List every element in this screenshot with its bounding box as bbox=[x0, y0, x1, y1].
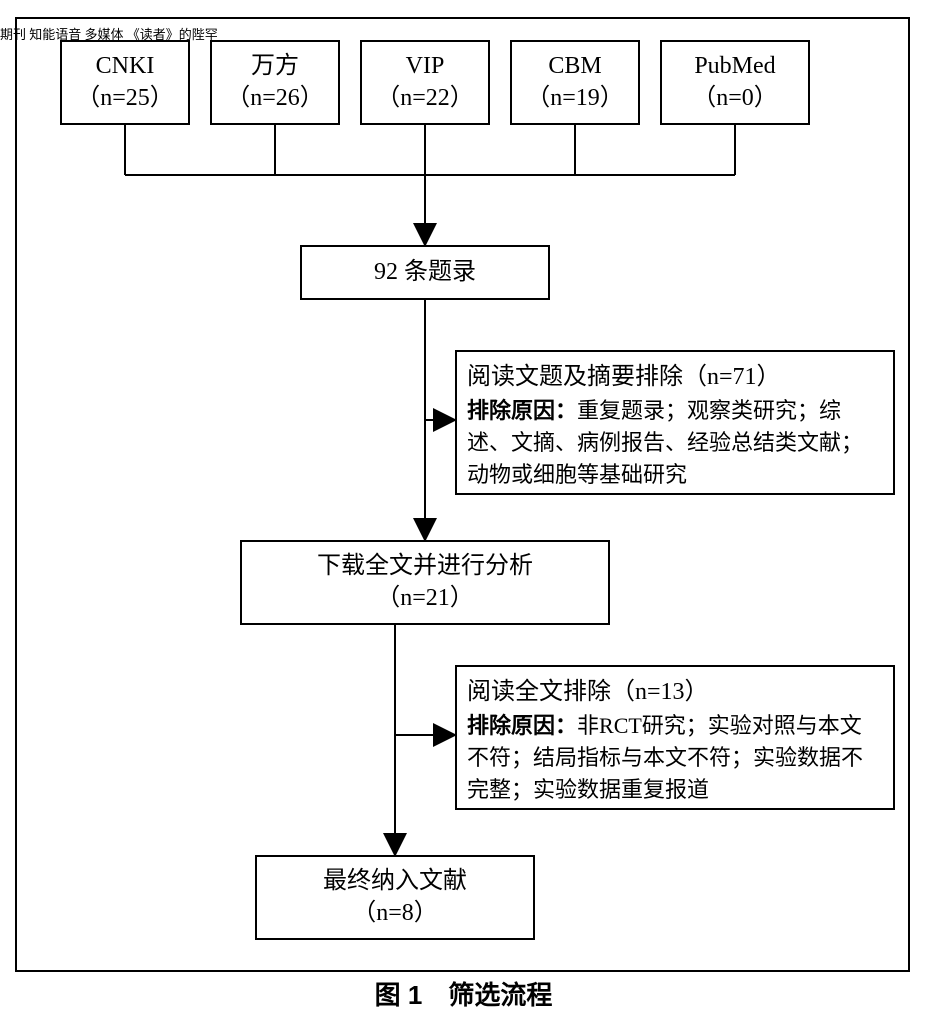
db-count: （n=26） bbox=[226, 83, 324, 114]
db-label: CNKI bbox=[96, 51, 155, 82]
db-box-cnki: CNKI （n=25） bbox=[60, 40, 190, 125]
figure-caption: 图 1 筛选流程 bbox=[0, 975, 927, 1012]
download-label: 下载全文并进行分析 bbox=[317, 551, 533, 582]
download-box: 下载全文并进行分析 （n=21） bbox=[240, 540, 610, 625]
db-box-cbm: CBM （n=19） bbox=[510, 40, 640, 125]
exclusion-box-1: 阅读文题及摘要排除（n=71） 排除原因：重复题录；观察类研究；综述、文摘、病例… bbox=[455, 350, 895, 495]
db-count: （n=19） bbox=[526, 83, 624, 114]
final-count: （n=8） bbox=[352, 898, 438, 929]
db-box-vip: VIP （n=22） bbox=[360, 40, 490, 125]
reason-label: 排除原因： bbox=[467, 713, 577, 738]
final-label: 最终纳入文献 bbox=[323, 866, 467, 897]
db-count: （n=22） bbox=[376, 83, 474, 114]
final-box: 最终纳入文献 （n=8） bbox=[255, 855, 535, 940]
db-label: CBM bbox=[548, 51, 601, 82]
db-count: （n=0） bbox=[692, 83, 778, 114]
db-label: 万方 bbox=[251, 51, 299, 82]
db-box-wanfang: 万方 （n=26） bbox=[210, 40, 340, 125]
download-count: （n=21） bbox=[376, 583, 474, 614]
db-box-pubmed: PubMed （n=0） bbox=[660, 40, 810, 125]
exclusion-box-2: 阅读全文排除（n=13） 排除原因：非RCT研究；实验对照与本文不符；结局指标与… bbox=[455, 665, 895, 810]
reason-label: 排除原因： bbox=[467, 398, 577, 423]
exclusion-title: 阅读全文排除（n=13） bbox=[467, 675, 883, 710]
db-label: VIP bbox=[406, 51, 445, 82]
exclusion-reason: 排除原因：重复题录；观察类研究；综述、文摘、病例报告、经验总结类文献；动物或细胞… bbox=[467, 395, 883, 491]
flowchart-canvas: 期刊 知能语音 多媒体 《读者》的陛罕 CNKI （n=25） 万方 （n= bbox=[0, 0, 927, 1015]
exclusion-title: 阅读文题及摘要排除（n=71） bbox=[467, 360, 883, 395]
db-label: PubMed bbox=[694, 51, 775, 82]
records-box: 92 条题录 bbox=[300, 245, 550, 300]
db-count: （n=25） bbox=[76, 83, 174, 114]
records-label: 92 条题录 bbox=[374, 257, 476, 288]
exclusion-reason: 排除原因：非RCT研究；实验对照与本文不符；结局指标与本文不符；实验数据不完整；… bbox=[467, 710, 883, 806]
